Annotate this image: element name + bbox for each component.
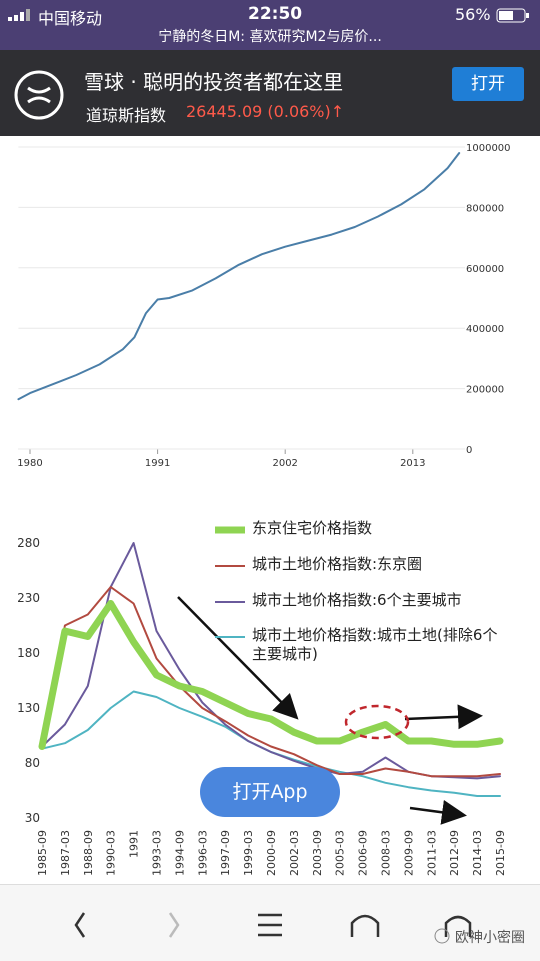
y-tick-label: 30: [25, 811, 40, 825]
wechat-icon: [434, 928, 450, 944]
home-button[interactable]: [444, 915, 472, 937]
app-banner: 雪球 · 聪明的投资者都在这里 道琼斯指数 26445.09 (0.06%)↑ …: [0, 50, 540, 136]
x-tick-label: 2008-03: [380, 830, 393, 876]
x-tick-label: 2014-03: [471, 830, 484, 876]
arrow: [409, 799, 467, 825]
arrow: [404, 704, 483, 730]
app-logo: [14, 70, 64, 120]
status-bar: 中国移动 22:50 56%: [0, 0, 540, 30]
x-tick-label: 1999-03: [242, 830, 255, 876]
share-button[interactable]: [350, 914, 380, 937]
x-tick-label: 2003-09: [311, 830, 324, 876]
y-tick-label: 230: [17, 591, 40, 605]
y-tick-label: 80: [25, 756, 40, 770]
annotations: [177, 596, 483, 825]
back-button[interactable]: [74, 912, 86, 938]
menu-button[interactable]: [258, 913, 282, 937]
legend-entry: 东京住宅价格指数: [252, 519, 373, 537]
x-tick-label: 2011-03: [425, 830, 438, 876]
x-tick-label: 2009-09: [402, 830, 415, 876]
bottom-nav: 欧神小密圈: [0, 884, 540, 961]
x-tick-label: 2012-09: [448, 830, 461, 876]
y-tick-label: 0: [466, 445, 472, 456]
y-tick-label: 600000: [466, 264, 504, 275]
index-name: 道琼斯指数: [86, 106, 167, 125]
data-line: [38, 600, 504, 750]
data-line: [17, 152, 461, 401]
legend-entry: 城市土地价格指数:城市土地(排除6个主要城市): [252, 626, 498, 663]
watermark: 欧神小密圈: [455, 930, 525, 946]
battery-icon: [496, 8, 529, 23]
legend-entry: 城市土地价格指数:6个主要城市: [252, 591, 462, 609]
highlight-ellipse: [344, 704, 410, 740]
index-value: 26445.09 (0.06%)↑: [186, 102, 345, 121]
x-tick-label: 1991: [145, 458, 170, 469]
battery-level: 56%: [455, 5, 491, 24]
x-tick-label: 1993-03: [151, 830, 164, 876]
x-tick-label: 2002: [272, 458, 297, 469]
open-app-button[interactable]: 打开App: [200, 767, 340, 817]
page-title: 宁静的冬日M: 喜欢研究M2与房价...: [0, 30, 540, 50]
x-tick-label: 2002-03: [288, 830, 301, 876]
legend-label: 东京住宅价格指数: [252, 519, 373, 537]
signal-icon: [8, 9, 30, 21]
carrier: 中国移动: [38, 9, 103, 28]
x-tick-label: 2006-09: [357, 830, 370, 876]
legend-label: 城市土地价格指数:城市土地(排除6个主要城市): [252, 626, 498, 663]
legend-label: 城市土地价格指数:东京圈: [252, 555, 423, 573]
open-button[interactable]: 打开: [452, 67, 524, 101]
x-tick-label: 2005-03: [334, 830, 347, 876]
y-tick-label: 1000000: [466, 143, 511, 154]
x-tick-label: 1980: [17, 458, 42, 469]
y-tick-label: 200000: [466, 385, 504, 396]
y-tick-label: 280: [17, 536, 40, 550]
nav-icons: [74, 912, 472, 944]
y-tick-label: 180: [17, 646, 40, 660]
x-tick-label: 2000-09: [265, 830, 278, 876]
x-tick-label: 1996-03: [196, 830, 209, 876]
app-slogan: 雪球 · 聪明的投资者都在这里: [84, 70, 344, 94]
y-tick-label: 800000: [466, 203, 504, 214]
x-tick-label: 1988-09: [82, 830, 95, 876]
y-tick-label: 400000: [466, 324, 504, 335]
legend-label: 城市土地价格指数:6个主要城市: [252, 591, 462, 609]
x-tick-label: 2015-09: [494, 830, 507, 876]
x-tick-label: 1990-03: [105, 830, 118, 876]
x-tick-label: 1991: [128, 830, 141, 858]
clock: 22:50: [248, 4, 303, 24]
data-line: [41, 586, 501, 778]
x-tick-label: 2013: [400, 458, 425, 469]
charts-area: 2015-09 2014-03 2012-09 2011-03 2009-09 2008-…: [17, 143, 511, 876]
x-tick-label: 1994-09: [173, 830, 186, 876]
x-tick-label: 1987-03: [59, 830, 72, 876]
x-tick-label: 1997-09: [219, 830, 232, 876]
forward-button[interactable]: [168, 912, 180, 938]
arrow: [177, 596, 299, 720]
y-tick-label: 130: [17, 701, 40, 715]
legend-entry: 城市土地价格指数:东京圈: [252, 555, 423, 573]
x-tick-label: 1985-09: [36, 830, 49, 876]
